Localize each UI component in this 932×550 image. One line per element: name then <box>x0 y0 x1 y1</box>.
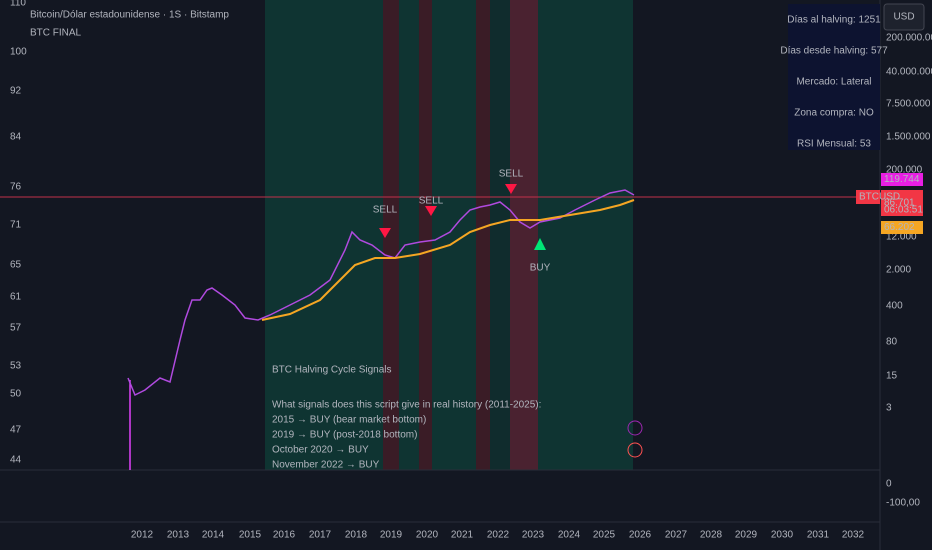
buy-zone <box>265 0 383 470</box>
time-axis-label: 2021 <box>451 530 474 541</box>
left-axis-label: 53 <box>10 361 22 372</box>
time-axis-label: 2030 <box>771 530 794 541</box>
ma-tag-bg <box>881 221 923 234</box>
time-axis-label: 2018 <box>345 530 368 541</box>
right-axis-label: 12.000 <box>886 232 917 243</box>
description-line: 2015 → BUY (bear market bottom) <box>272 415 426 426</box>
info-line: Mercado: Lateral <box>796 77 871 88</box>
sell-zone <box>383 0 399 470</box>
time-axis-label: 2024 <box>558 530 581 541</box>
left-axis-label: 47 <box>10 425 22 436</box>
buy-arrow <box>534 238 546 250</box>
signal-label: SELL <box>419 196 444 207</box>
zones <box>265 0 633 470</box>
right-axis-label: 40.000.000 <box>886 67 932 78</box>
left-axis-label: 110 <box>10 0 26 9</box>
buy-zone <box>432 0 476 470</box>
time-axis-label: 2015 <box>239 530 262 541</box>
left-axis-label: 92 <box>10 86 22 97</box>
symbol-tag: BTCUSD <box>859 192 900 203</box>
event-icon[interactable] <box>627 442 643 458</box>
symbol-tag-bg <box>856 190 880 204</box>
currency-button[interactable] <box>883 3 925 31</box>
time-axis-label: 2031 <box>807 530 830 541</box>
description-line: What signals does this script give in re… <box>272 400 541 411</box>
high-tag: 119.744 <box>884 174 920 185</box>
buy-zone <box>399 0 419 470</box>
info-line: Días al halving: 1251 <box>787 15 881 26</box>
ma-tag: 66.202 <box>884 222 915 233</box>
left-axis-label: 57 <box>10 323 22 334</box>
info-line: Zona compra: NO <box>794 108 874 119</box>
event-icon[interactable] <box>627 420 643 436</box>
right-axis-label: 400 <box>886 301 903 312</box>
right-axis-label: 2.000 <box>886 265 911 276</box>
time-axis-label: 2026 <box>629 530 652 541</box>
indicator-name: BTC FINAL <box>30 28 82 39</box>
currency-label: USD <box>893 12 914 23</box>
last-price-tag-bg <box>881 190 923 216</box>
time-axis-label: 2023 <box>522 530 545 541</box>
last-price-tag: 86.701 <box>884 198 915 209</box>
right-axis-label: 7.500.000 <box>886 99 931 110</box>
time-axis-label: 2027 <box>665 530 688 541</box>
right-axis-label: 200.000.000 <box>886 33 932 44</box>
time-axis-label: 2013 <box>167 530 190 541</box>
right-axis-label: 15 <box>886 371 898 382</box>
left-axis-label: 76 <box>10 182 22 193</box>
price-line <box>127 189 635 397</box>
signal-label: SELL <box>499 169 524 180</box>
symbol-title: Bitcoin/Dólar estadounidense · 1S · Bits… <box>30 10 229 21</box>
sell-arrow <box>425 206 437 216</box>
time-axis-label: 2012 <box>131 530 154 541</box>
sell-zone <box>419 0 432 470</box>
right-axis-label: 200.000 <box>886 165 923 176</box>
time-axis-label: 2017 <box>309 530 332 541</box>
countdown: 06:03:51 <box>884 205 923 216</box>
time-axis-label: 2022 <box>487 530 510 541</box>
time-axis-label: 2016 <box>273 530 296 541</box>
high-tag-bg <box>881 173 923 186</box>
moving-average <box>261 199 635 321</box>
sell-zone <box>476 0 490 470</box>
description-line: 2019 → BUY (post-2018 bottom) <box>272 430 417 441</box>
description-line: October 2020 → BUY <box>272 445 369 456</box>
signal-label: BUY <box>530 263 551 274</box>
description-line: November 2022 → BUY <box>272 460 380 471</box>
info-line: Días desde halving: 577 <box>780 46 888 57</box>
sell-arrow <box>379 228 391 238</box>
lower-axis-label: 0 <box>886 479 892 490</box>
info-line: RSI Mensual: 53 <box>797 139 871 150</box>
right-axis-label: 1.500.000 <box>886 132 931 143</box>
time-axis-label: 2020 <box>416 530 439 541</box>
left-axis-label: 65 <box>10 260 22 271</box>
buy-zone <box>490 0 510 470</box>
left-axis-label: 71 <box>10 220 22 231</box>
signal-label: SELL <box>373 205 398 216</box>
info-panel <box>788 4 880 150</box>
left-axis-label: 100 <box>10 47 27 58</box>
time-axis-label: 2032 <box>842 530 865 541</box>
buy-zone <box>538 0 633 470</box>
left-axis-label: 84 <box>10 132 22 143</box>
time-axis-label: 2028 <box>700 530 723 541</box>
description-line: BTC Halving Cycle Signals <box>272 365 392 376</box>
time-axis-label: 2025 <box>593 530 616 541</box>
lower-axis-label: -100,00 <box>886 498 920 509</box>
right-axis-label: 3 <box>886 403 892 414</box>
left-axis-label: 50 <box>10 389 22 400</box>
sell-zone <box>510 0 538 470</box>
time-axis-label: 2029 <box>735 530 758 541</box>
left-axis-label: 44 <box>10 455 22 466</box>
time-axis-label: 2019 <box>380 530 403 541</box>
time-axis-label: 2014 <box>202 530 225 541</box>
sell-arrow <box>505 184 517 194</box>
right-axis-label: 80 <box>886 337 898 348</box>
left-axis-label: 61 <box>10 292 22 303</box>
